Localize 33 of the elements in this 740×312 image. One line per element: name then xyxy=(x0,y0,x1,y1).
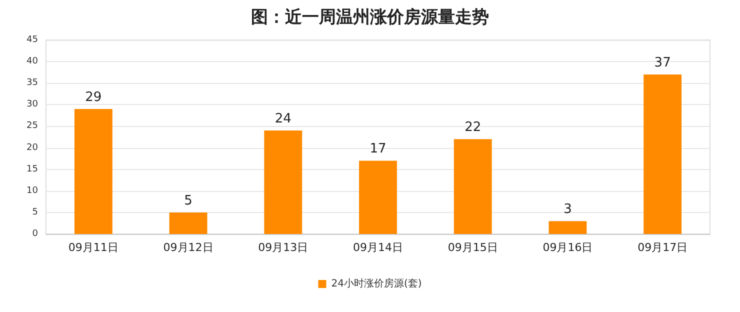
y-tick-label: 20 xyxy=(26,142,38,153)
bar xyxy=(548,221,587,234)
bar xyxy=(264,130,302,234)
y-tick-label: 10 xyxy=(26,186,38,196)
y-tick-label: 25 xyxy=(26,121,38,132)
y-tick-label: 15 xyxy=(26,164,38,174)
bar xyxy=(359,160,397,234)
x-tick-label: 09月16日 xyxy=(542,241,593,254)
x-tick-label: 09月17日 xyxy=(638,241,688,254)
x-tick-label: 09月15日 xyxy=(448,241,498,254)
data-label: 5 xyxy=(184,193,192,208)
y-tick-label: 30 xyxy=(26,100,38,110)
y-tick-label: 35 xyxy=(26,78,38,88)
x-tick-label: 09月12日 xyxy=(163,241,214,254)
y-tick-label: 40 xyxy=(26,56,38,67)
x-tick-label: 09月11日 xyxy=(68,241,118,254)
y-tick-label: 0 xyxy=(32,229,38,239)
bar xyxy=(644,74,682,234)
data-label: 17 xyxy=(370,142,386,157)
x-tick-label: 09月14日 xyxy=(353,241,403,254)
x-tick-label: 09月13日 xyxy=(258,241,308,254)
data-label: 3 xyxy=(564,202,572,218)
chart-title: 图：近一周温州涨价房源量走势 xyxy=(251,8,489,28)
bar xyxy=(169,212,208,234)
data-label: 37 xyxy=(654,55,671,70)
y-tick-label: 5 xyxy=(32,207,38,218)
bar xyxy=(74,108,112,234)
legend-label: 24小时涨价房源(套) xyxy=(331,278,422,290)
data-label: 22 xyxy=(464,120,482,136)
data-label: 24 xyxy=(274,112,292,127)
data-label: 29 xyxy=(85,90,102,105)
y-tick-label: 45 xyxy=(26,35,38,45)
bar xyxy=(454,139,492,234)
